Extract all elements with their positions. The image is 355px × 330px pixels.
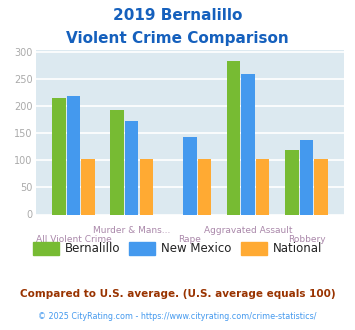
Bar — [52, 98, 66, 214]
Text: Violent Crime Comparison: Violent Crime Comparison — [66, 31, 289, 46]
Bar — [285, 149, 299, 214]
Text: Murder & Mans...: Murder & Mans... — [93, 226, 170, 235]
Text: Compared to U.S. average. (U.S. average equals 100): Compared to U.S. average. (U.S. average … — [20, 289, 335, 299]
Bar — [81, 159, 95, 214]
Text: All Violent Crime: All Violent Crime — [36, 235, 111, 244]
Text: © 2025 CityRating.com - https://www.cityrating.com/crime-statistics/: © 2025 CityRating.com - https://www.city… — [38, 312, 317, 321]
Bar — [183, 137, 197, 214]
Bar — [241, 74, 255, 215]
Text: Rape: Rape — [179, 235, 201, 244]
Bar — [110, 110, 124, 214]
Bar — [125, 121, 138, 214]
Bar — [140, 159, 153, 214]
Text: Robbery: Robbery — [288, 235, 325, 244]
Bar — [227, 61, 240, 214]
Text: Aggravated Assault: Aggravated Assault — [204, 226, 293, 235]
Bar — [67, 96, 80, 214]
Bar — [198, 159, 211, 214]
Bar — [314, 159, 328, 214]
Bar — [300, 140, 313, 214]
Text: 2019 Bernalillo: 2019 Bernalillo — [113, 8, 242, 23]
Bar — [256, 159, 269, 214]
Legend: Bernalillo, New Mexico, National: Bernalillo, New Mexico, National — [28, 237, 327, 260]
